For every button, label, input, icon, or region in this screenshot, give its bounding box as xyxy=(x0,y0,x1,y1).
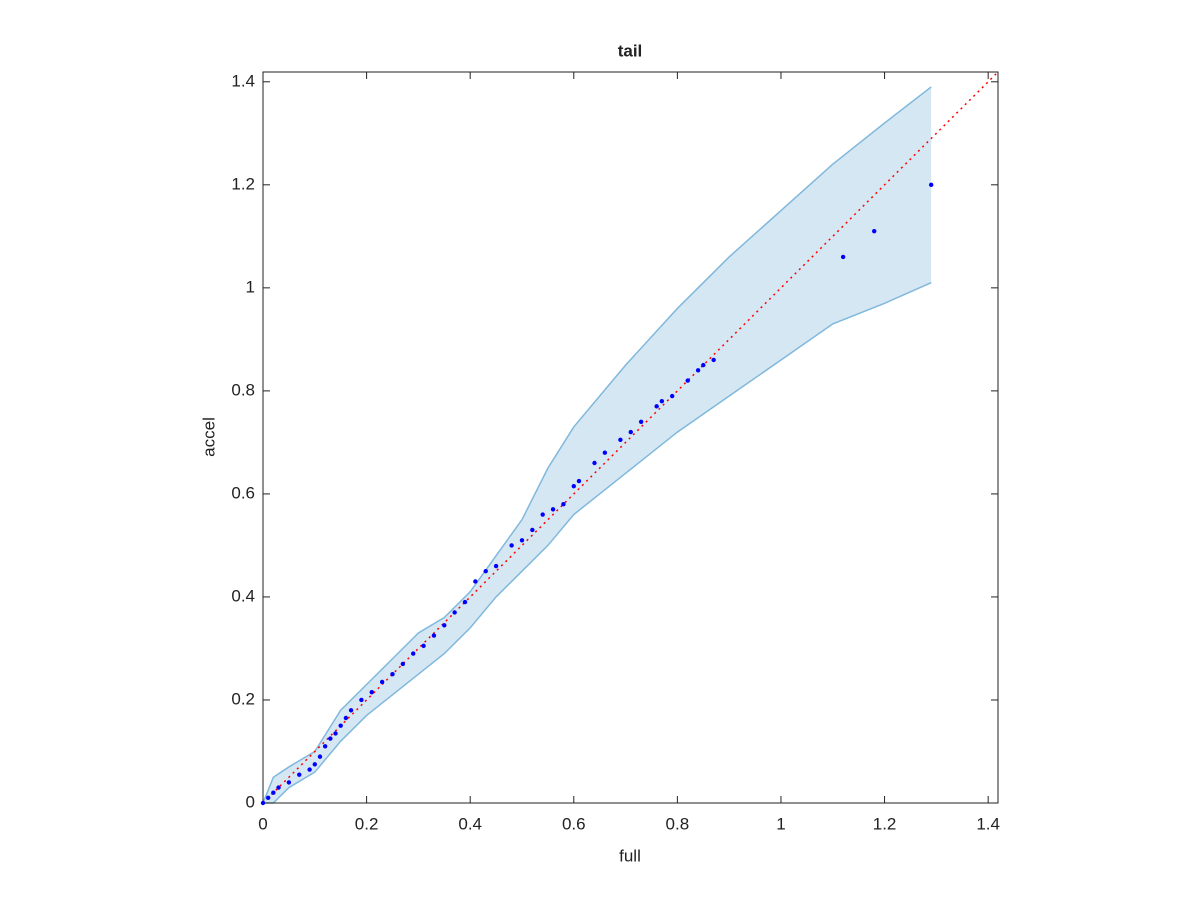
point xyxy=(333,731,338,736)
x-tick-label: 0.8 xyxy=(666,814,690,833)
x-tick-label: 0.4 xyxy=(458,814,482,833)
point xyxy=(530,527,535,533)
point xyxy=(343,715,349,721)
point xyxy=(519,538,525,543)
point xyxy=(550,507,556,512)
point xyxy=(576,478,582,484)
x-tick-label: 1 xyxy=(776,814,785,833)
point xyxy=(669,393,675,399)
x-axis-label: full xyxy=(619,846,641,865)
point xyxy=(561,502,566,507)
point xyxy=(307,767,312,772)
band-lower xyxy=(263,282,932,804)
point xyxy=(359,697,364,703)
point xyxy=(390,672,395,677)
point xyxy=(452,610,457,615)
point xyxy=(379,679,385,685)
point xyxy=(654,404,659,409)
y-tick-label: 1 xyxy=(246,277,255,296)
point xyxy=(276,785,281,790)
point xyxy=(840,254,846,260)
point xyxy=(421,643,426,649)
point xyxy=(493,563,499,569)
point xyxy=(685,378,690,383)
point xyxy=(400,661,406,667)
point xyxy=(322,744,328,749)
point xyxy=(540,512,545,517)
point xyxy=(602,450,608,455)
point xyxy=(265,795,271,801)
y-tick-label: 0.8 xyxy=(231,380,255,399)
x-tick-label: 1.4 xyxy=(976,814,1000,833)
point xyxy=(338,723,343,728)
point xyxy=(711,357,716,363)
point xyxy=(638,419,644,424)
axes-box xyxy=(262,71,999,804)
point xyxy=(695,368,701,373)
y-tick-label: 0.4 xyxy=(231,586,255,605)
point xyxy=(328,736,333,741)
point xyxy=(659,398,665,404)
point xyxy=(473,579,478,584)
point xyxy=(442,623,447,628)
point xyxy=(317,754,323,759)
point xyxy=(483,568,488,574)
y-tick-label: 1.2 xyxy=(231,174,255,193)
point xyxy=(411,651,416,656)
point xyxy=(260,800,266,806)
x-tick-label: 0.6 xyxy=(562,814,586,833)
band-fill xyxy=(263,86,932,803)
point xyxy=(462,599,468,605)
point xyxy=(369,690,374,695)
y-tick-label: 0.2 xyxy=(231,689,255,708)
point xyxy=(618,437,623,443)
point xyxy=(271,790,276,795)
point xyxy=(297,772,302,777)
x-tick-label: 0 xyxy=(258,814,267,833)
point xyxy=(312,762,317,767)
y-axis-label: accel xyxy=(199,417,218,457)
y-tick-label: 1.4 xyxy=(231,71,255,90)
point xyxy=(348,708,354,713)
chart-title: tail xyxy=(618,41,643,60)
point xyxy=(872,228,877,234)
point xyxy=(571,483,576,489)
x-tick-label: 1.2 xyxy=(873,814,897,833)
point xyxy=(431,633,437,638)
point xyxy=(928,182,934,188)
point xyxy=(701,362,706,368)
y-tick-label: 0 xyxy=(246,792,255,811)
point xyxy=(286,780,292,785)
point xyxy=(592,460,597,466)
x-tick-label: 0.2 xyxy=(355,814,379,833)
point xyxy=(628,429,633,435)
band-upper xyxy=(262,86,932,804)
point xyxy=(509,543,514,548)
y-tick-label: 0.6 xyxy=(231,483,255,502)
